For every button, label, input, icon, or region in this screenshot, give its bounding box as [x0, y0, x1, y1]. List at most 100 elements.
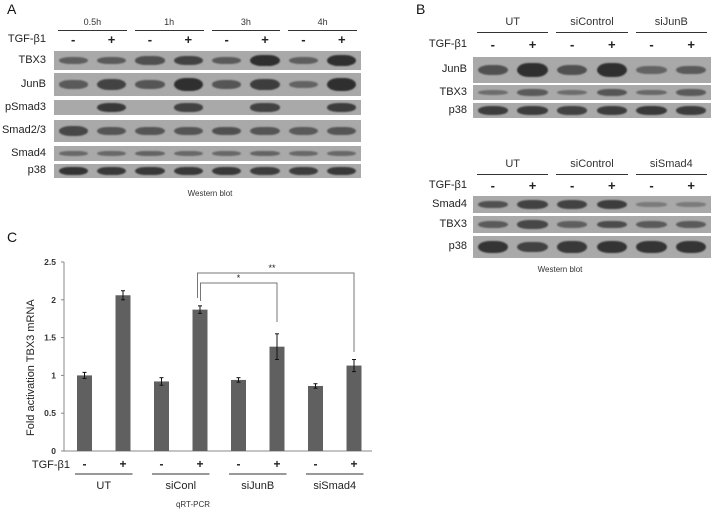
protein-band	[212, 56, 242, 65]
y-tick-label: 1	[51, 370, 56, 380]
protein-band	[636, 66, 667, 74]
protein-band	[596, 106, 627, 115]
protein-band	[596, 89, 627, 96]
panel-b-letter: B	[416, 1, 426, 17]
protein-band	[327, 54, 357, 67]
treated-sign: +	[350, 457, 357, 471]
condition-underline	[477, 174, 549, 175]
blot-strip-junb	[473, 57, 711, 83]
protein-band	[173, 78, 203, 91]
protein-band	[96, 126, 127, 136]
protein-band	[557, 64, 588, 75]
blot-strip-tbx3	[473, 216, 711, 233]
protein-band	[58, 166, 88, 176]
group-label-siconl: siConl	[165, 480, 196, 492]
significance-marker-single: *	[237, 273, 241, 283]
untreated-sign: -	[71, 32, 76, 47]
treated-sign: +	[107, 32, 116, 47]
protein-band	[477, 106, 508, 115]
protein-band	[327, 103, 357, 112]
blot-row-label: JunB	[20, 77, 46, 90]
group-label-sismad4: siSmad4	[313, 480, 356, 492]
blot-row-label: Smad4	[11, 146, 46, 159]
blot-strip-p38	[54, 164, 361, 178]
untreated-sign: -	[569, 178, 575, 193]
protein-band	[250, 166, 280, 175]
protein-band	[557, 106, 588, 115]
blot-row-label: TBX3	[439, 85, 467, 98]
protein-band	[58, 126, 88, 136]
blot-strip-smad4	[473, 196, 711, 213]
condition-underline	[556, 174, 628, 175]
treated-sign: +	[184, 32, 193, 47]
protein-band	[135, 80, 165, 89]
condition-label-4h: 4h	[317, 17, 328, 27]
blot-strip-tbx3	[473, 85, 711, 100]
protein-band	[596, 220, 627, 229]
group-label-sijunb: siJunB	[241, 480, 274, 492]
protein-band	[96, 103, 127, 112]
y-tick-label: 2	[51, 295, 56, 305]
protein-band	[517, 200, 548, 209]
bar-sijunb-	[231, 379, 246, 451]
protein-band	[96, 166, 127, 176]
protein-band	[636, 241, 667, 253]
condition-underline	[635, 32, 707, 33]
untreated-sign: -	[649, 37, 654, 52]
untreated-sign: -	[237, 457, 241, 471]
treated-sign: +	[608, 37, 616, 52]
untreated-sign: -	[160, 457, 164, 471]
treated-sign: +	[261, 32, 269, 47]
protein-band	[477, 221, 508, 228]
protein-band	[173, 103, 203, 112]
protein-band	[135, 126, 165, 136]
protein-band	[636, 202, 667, 207]
protein-band	[636, 106, 667, 115]
untreated-sign: -	[301, 32, 306, 47]
condition-label-ut: UT	[505, 16, 520, 28]
protein-band	[173, 126, 203, 136]
treatment-label: TGF-β1	[428, 38, 467, 50]
blot-strip-psmad3	[54, 100, 361, 115]
panel-a-caption: Western blot	[187, 189, 233, 198]
protein-band	[557, 221, 588, 228]
treated-sign: +	[273, 457, 280, 471]
protein-band	[212, 166, 242, 176]
treatment-label: TGF-β1	[7, 33, 46, 45]
protein-band	[58, 57, 88, 64]
protein-band	[96, 56, 127, 65]
condition-underline	[635, 174, 707, 175]
protein-band	[327, 78, 357, 91]
blot-row-label: Smad4	[432, 197, 467, 210]
blot-row-label: p38	[448, 103, 467, 116]
panel-a-letter: A	[7, 1, 17, 17]
protein-band	[58, 80, 88, 89]
blot-strip-smad23	[54, 120, 361, 142]
y-tick-label: 2.5	[44, 257, 56, 267]
protein-band	[517, 106, 548, 115]
condition-label-sicontrol: siControl	[570, 16, 614, 28]
protein-band	[557, 89, 588, 95]
protein-band	[477, 64, 508, 75]
untreated-sign: -	[83, 457, 87, 471]
protein-band	[517, 241, 548, 253]
blot-row-label: JunB	[441, 63, 467, 75]
bar-ut-	[77, 375, 92, 451]
protein-band	[96, 79, 127, 90]
treatment-label: TGF-β1	[32, 459, 70, 471]
protein-band	[288, 80, 318, 89]
panel-b-caption: Western blot	[537, 265, 583, 274]
protein-band	[250, 150, 280, 157]
blot-row-label: p38	[448, 240, 467, 252]
blot-strip-junb	[54, 73, 361, 96]
protein-band	[676, 106, 707, 115]
protein-band	[212, 150, 242, 157]
blot-strip-p38	[473, 103, 711, 118]
condition-underline	[211, 30, 281, 31]
blot-row-label: p38	[27, 164, 46, 176]
protein-band	[557, 200, 588, 209]
untreated-sign: -	[490, 37, 495, 52]
panel-c-caption: qRT-PCR	[175, 500, 211, 509]
blot-strip-tbx3	[54, 51, 361, 70]
significance-bracket-double	[197, 272, 355, 352]
